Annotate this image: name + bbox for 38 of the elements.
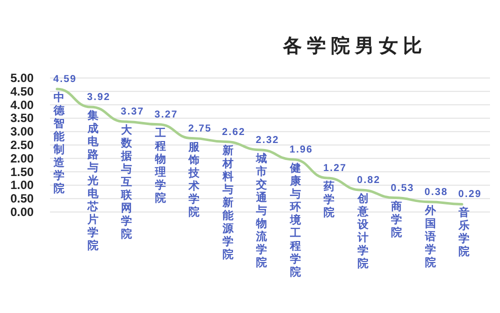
y-tick-label: 4.00 bbox=[10, 98, 34, 112]
x-tick-label: 商学院 bbox=[390, 200, 402, 239]
data-label: 2.62 bbox=[222, 126, 246, 138]
data-label: 2.32 bbox=[256, 134, 280, 146]
data-label: 0.82 bbox=[357, 175, 380, 186]
category-label: 健康与环境工程学院 bbox=[290, 162, 301, 278]
data-label: 0.29 bbox=[458, 189, 482, 200]
x-tick-label: 创意设计学院 bbox=[356, 192, 370, 270]
y-tick-label: 3.00 bbox=[10, 124, 34, 139]
chart-title: 各学院男女比 bbox=[282, 35, 427, 57]
category-label: 新材料与新能源学院 bbox=[222, 144, 234, 261]
y-tick-label: 4.50 bbox=[10, 84, 34, 98]
data-label: 3.92 bbox=[87, 92, 110, 103]
x-tick-label: 服饰技术学院 bbox=[188, 141, 200, 218]
category-label: 城市交通与物流学院 bbox=[256, 152, 267, 269]
category-label: 集成电路与光电芯片学院 bbox=[87, 110, 98, 252]
y-tick-label: 5.00 bbox=[10, 71, 34, 85]
x-tick-label: 外国语学院 bbox=[424, 204, 437, 269]
x-tick-label: 工程物理学院 bbox=[154, 127, 166, 204]
data-label: 1.96 bbox=[290, 144, 313, 156]
data-label: 1.27 bbox=[323, 162, 347, 174]
category-label: 大数据与互联网学院 bbox=[121, 124, 132, 241]
y-tick-label: 0.50 bbox=[10, 192, 34, 206]
data-label: 0.53 bbox=[390, 182, 414, 194]
x-tick-label: 中德智能制造学院 bbox=[52, 90, 66, 195]
data-label: 0.38 bbox=[424, 186, 448, 198]
y-tick-label: 1.50 bbox=[10, 164, 34, 179]
y-tick-label: 1.00 bbox=[10, 178, 34, 192]
data-label: 3.37 bbox=[120, 106, 144, 118]
data-label: 2.75 bbox=[188, 123, 212, 134]
data-label: 3.27 bbox=[154, 109, 178, 120]
x-tick-label: 音乐学院 bbox=[458, 206, 470, 258]
x-tick-label: 药学院 bbox=[322, 180, 334, 219]
y-tick-label: 2.00 bbox=[10, 151, 34, 166]
y-tick-label: 2.50 bbox=[10, 138, 34, 152]
y-tick-label: 3.50 bbox=[10, 111, 34, 126]
data-label: 4.59 bbox=[53, 74, 77, 85]
y-tick-label: 0.00 bbox=[10, 205, 34, 219]
